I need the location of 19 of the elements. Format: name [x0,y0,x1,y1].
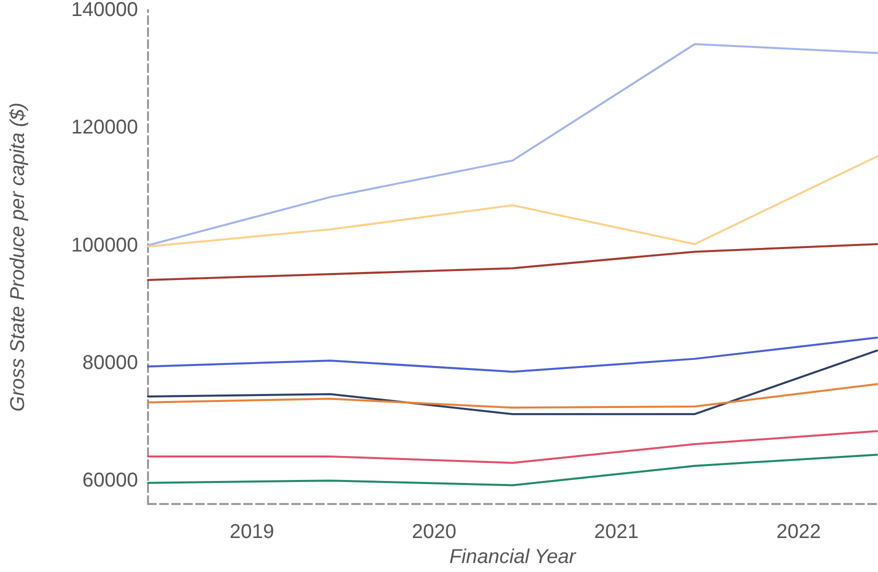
x-tick-label: 2020 [412,521,456,544]
y-tick-label: 120000 [71,116,138,139]
y-tick-label: 100000 [71,234,138,256]
line-series [147,243,878,281]
line-series [147,430,878,464]
x-axis-title: Financial Year [449,546,578,568]
y-tick-label: 140000 [71,0,138,21]
line-series [147,454,878,486]
line-series [147,43,878,246]
y-axis-title: Gross State Produce per capita ($) [7,102,29,412]
line-series [147,383,878,409]
y-tick-label: 60000 [82,470,138,492]
line-series [147,350,878,416]
y-tick-label: 80000 [82,352,138,374]
x-tick-label: 2021 [594,521,639,544]
x-tick-label: 2019 [230,521,274,544]
x-tick-label: 2022 [776,521,821,544]
line-series [147,336,878,373]
line-series [147,155,878,248]
